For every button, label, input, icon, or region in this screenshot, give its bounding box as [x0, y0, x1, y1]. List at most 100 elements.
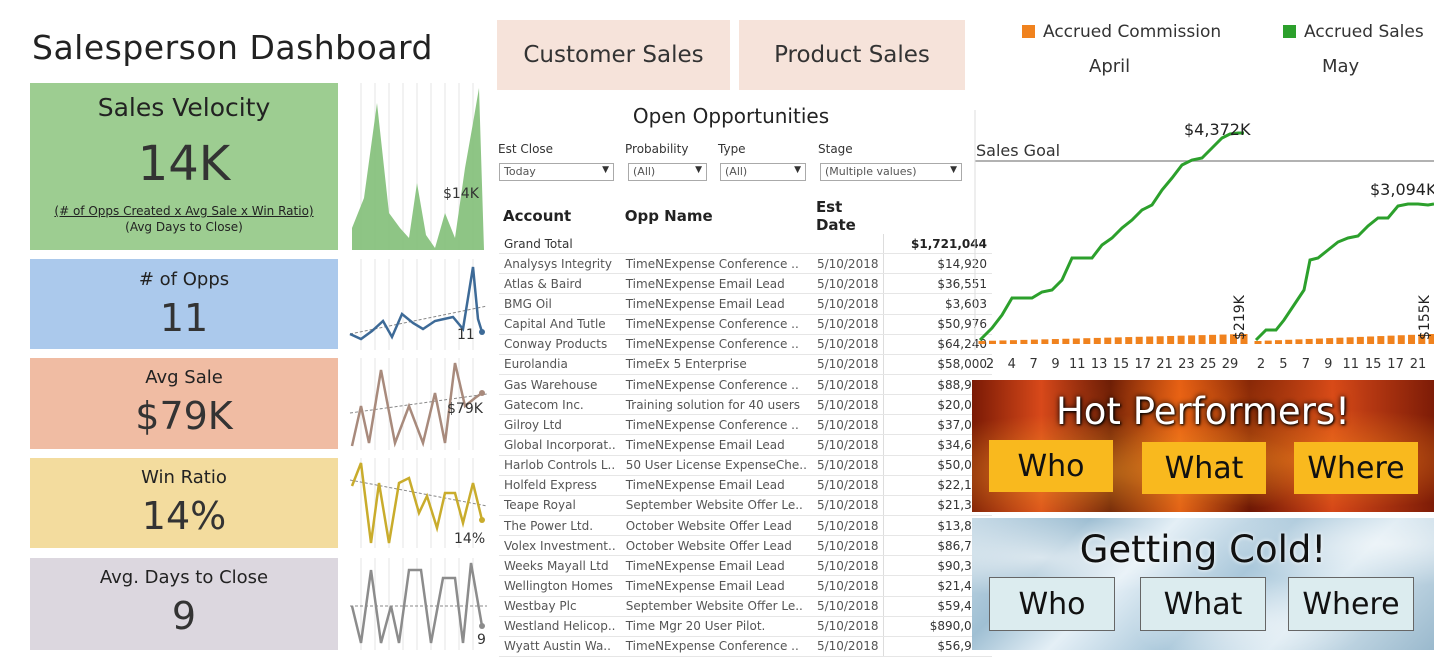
table-row[interactable]: Westbay Plc September Website Offer Le.. 5…: [499, 596, 992, 617]
cell-account: Teape Royal: [499, 495, 621, 516]
table-row[interactable]: Analysys Integrity TimeNExpense Conferenc…: [499, 253, 992, 275]
commission-bar: [1009, 340, 1017, 344]
axis-tick-label: 13: [1091, 357, 1108, 372]
hot-who-button[interactable]: Who: [989, 440, 1113, 492]
axis-tick-label: 5: [1279, 357, 1287, 372]
cold-where-button[interactable]: Where: [1288, 577, 1414, 631]
cell-opp-name: TimeNExpense Email Lead: [620, 434, 812, 456]
table-row[interactable]: Weeks Mayall Ltd TimeNExpense Email Lead 5…: [499, 555, 992, 577]
table-row[interactable]: Harlob Controls L.. 50 User License Expen…: [499, 455, 992, 476]
kpi-win-ratio[interactable]: Win Ratio 14%: [30, 458, 338, 548]
axis-tick-label: 21: [1156, 357, 1173, 372]
legend-accrued-sales[interactable]: Accrued Sales: [1283, 22, 1424, 42]
column-header-account[interactable]: Account: [503, 207, 572, 225]
hot-where-button[interactable]: Where: [1294, 442, 1418, 494]
cell-opp-name: TimeNExpense Conference ..: [620, 334, 812, 355]
sparkline-num-opps: 11: [349, 259, 488, 350]
commission-bar: [1295, 339, 1303, 344]
table-row[interactable]: Global Incorporat.. TimeNExpense Email Le…: [499, 434, 992, 456]
column-header-opp-name[interactable]: Opp Name: [624, 207, 713, 225]
customer-sales-button[interactable]: Customer Sales: [497, 20, 730, 90]
axis-tick-label: 17: [1387, 357, 1404, 372]
kpi-sales-velocity[interactable]: Sales Velocity 14K (# of Opps Created x …: [30, 83, 338, 250]
commission-bar: [1114, 337, 1122, 344]
legend-accrued-commission[interactable]: Accrued Commission: [1022, 22, 1221, 42]
may-axis-ticks: 2 5 7 9 11 15 17 21: [1257, 357, 1426, 372]
table-row[interactable]: Eurolandia TimeEx 5 Enterprise 5/10/2018 $5…: [499, 354, 992, 375]
table-row[interactable]: Gilroy Ltd TimeNExpense Conference .. 5/10…: [499, 414, 992, 436]
cold-who-button[interactable]: Who: [989, 577, 1115, 631]
column-header-est-date[interactable]: Est Date: [815, 198, 856, 234]
table-row[interactable]: Teape Royal September Website Offer Le.. 5…: [499, 495, 992, 516]
table-row[interactable]: Conway Products TimeNExpense Conference .…: [499, 334, 992, 355]
cell-opp-name: October Website Offer Lead: [620, 535, 812, 557]
filter-est-close-select[interactable]: Today ▼: [499, 163, 614, 181]
axis-tick-label: 23: [1178, 357, 1195, 372]
table-row[interactable]: Capital And Tutle TimeNExpense Conference…: [499, 314, 992, 335]
spark-line: [349, 266, 484, 341]
april-axis-ticks: 2 4 7 9 11 13 15 17 21 23 25 29: [986, 357, 1238, 372]
cell-account: Atlas & Baird: [499, 273, 621, 295]
commission-bar: [1083, 338, 1091, 344]
cell-opp-name: TimeNExpense Conference ..: [620, 374, 812, 396]
table-row[interactable]: Gatecom Inc. Training solution for 40 use…: [499, 394, 992, 416]
kpi-avg-days-to-close[interactable]: Avg. Days to Close 9: [30, 558, 338, 650]
commission-bar: [988, 340, 996, 344]
cell-est-date: 5/10/2018: [811, 495, 884, 516]
cell-account: Weeks Mayall Ltd: [499, 555, 621, 577]
kpi-avg-sale[interactable]: Avg Sale $79K: [30, 358, 338, 449]
filter-label-est-close: Est Close: [498, 142, 554, 156]
commission-bar: [1156, 336, 1164, 344]
commission-bar: [1072, 338, 1080, 344]
commission-bar: [1387, 335, 1395, 344]
dropdown-arrow-icon: ▼: [950, 165, 957, 175]
cell-amount: $58,000: [883, 354, 992, 375]
cold-what-button[interactable]: What: [1140, 577, 1266, 631]
sales-goal-label: Sales Goal: [976, 141, 1060, 160]
product-sales-button[interactable]: Product Sales: [739, 20, 965, 90]
grand-total-row: Grand Total $1,721,044: [499, 234, 992, 255]
spark-trend-line: [349, 305, 488, 335]
commission-bar: [1315, 338, 1323, 344]
filter-probability-select[interactable]: (All) ▼: [628, 163, 707, 181]
axis-tick-label: 11: [1342, 357, 1359, 372]
commission-bar: [1051, 339, 1059, 344]
axis-tick-label: 21: [1410, 357, 1427, 372]
filter-type-select[interactable]: (All) ▼: [720, 163, 806, 181]
commission-bar: [1177, 335, 1185, 344]
filter-stage-select[interactable]: (Multiple values) ▼: [820, 163, 962, 181]
month-label-april: April: [1089, 56, 1131, 77]
cell-est-date: 5/10/2018: [811, 414, 884, 436]
kpi-value: 14K: [137, 136, 231, 192]
cell-est-date: 5/10/2018: [811, 273, 884, 295]
cell-opp-name: Time Mgr 20 User Pilot.: [620, 616, 812, 637]
table-row[interactable]: Volex Investment.. October Website Offer …: [499, 535, 992, 557]
table-row[interactable]: Wellington Homes TimeNExpense Email Lead 5…: [499, 575, 992, 597]
dropdown-arrow-icon: ▼: [794, 165, 801, 175]
cell-est-date: 5/10/2018: [811, 374, 884, 396]
commission-bar: [1062, 338, 1070, 344]
table-row[interactable]: Wyatt Austin Wa.. TimeNExpense Conference…: [499, 636, 992, 657]
table-row[interactable]: Atlas & Baird TimeNExpense Email Lead 5/10…: [499, 273, 992, 295]
commission-bar: [1346, 337, 1354, 344]
cell-opp-name: TimeNExpense Email Lead: [620, 575, 812, 597]
cell-est-date: 5/10/2018: [811, 455, 884, 476]
kpi-num-opps[interactable]: # of Opps 11: [30, 259, 338, 349]
cell-account: Westland Helicop..: [499, 616, 621, 637]
commission-bar: [1198, 335, 1206, 344]
kpi-label: # of Opps: [138, 269, 230, 290]
cell-account: Wellington Homes: [499, 575, 621, 597]
accrued-sales-chart: Sales Goal $4,372K $3,094K $219K $155K 2…: [974, 110, 1434, 372]
hot-what-button[interactable]: What: [1142, 442, 1266, 494]
commission-bar: [1030, 339, 1038, 344]
cell-account: Holfeld Express: [499, 475, 621, 496]
table-row[interactable]: The Power Ltd. October Website Offer Lead…: [499, 515, 992, 537]
table-row[interactable]: BMG Oil TimeNExpense Email Lead 5/10/2018 $…: [499, 293, 992, 315]
axis-tick-label: 15: [1113, 357, 1130, 372]
table-row[interactable]: Gas Warehouse TimeNExpense Conference .. 5…: [499, 374, 992, 396]
table-row[interactable]: Westland Helicop.. Time Mgr 20 User Pilot…: [499, 616, 992, 637]
table-row[interactable]: Holfeld Express TimeNExpense Email Lead 5/…: [499, 475, 992, 496]
may-sales-line: [1254, 202, 1434, 342]
commission-bar: [1167, 335, 1175, 344]
cell-est-date: 5/10/2018: [811, 596, 884, 617]
